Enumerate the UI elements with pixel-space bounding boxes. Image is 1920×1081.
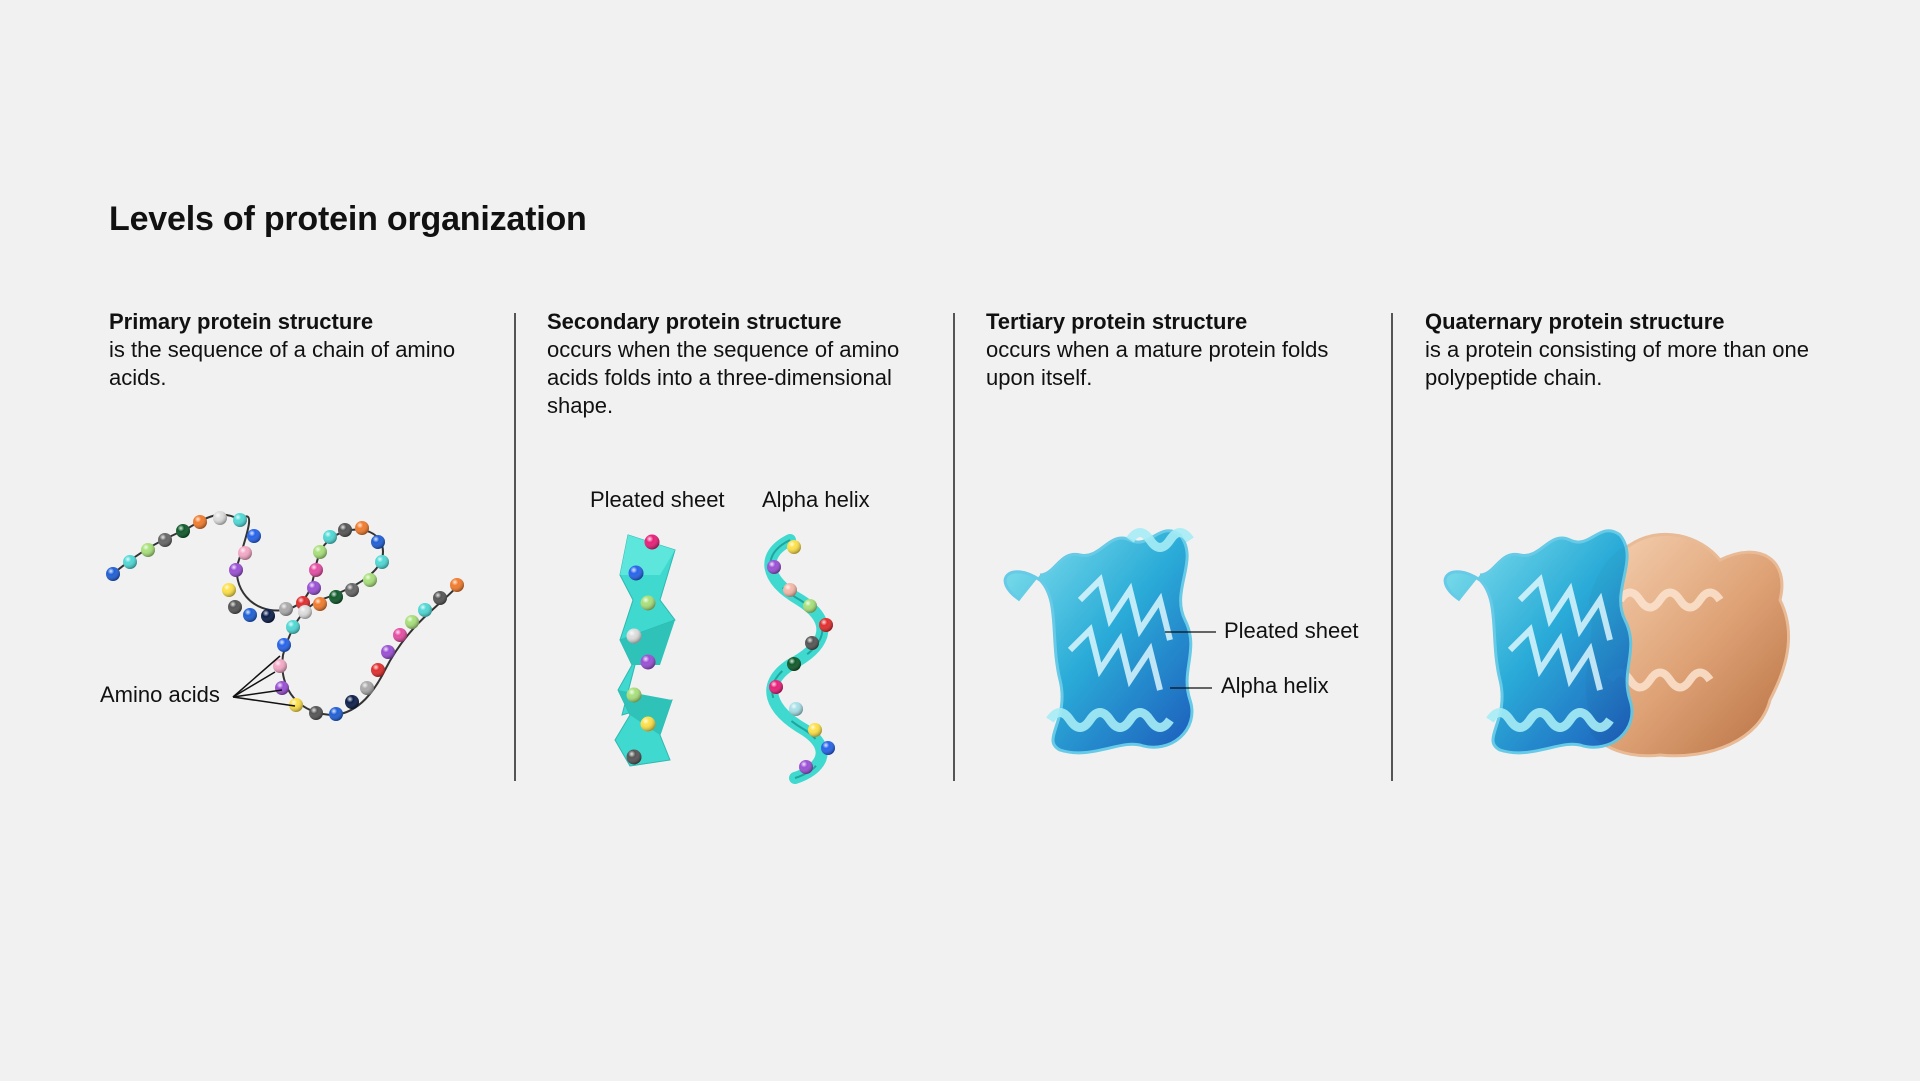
alpha-helix-label: Alpha helix (762, 487, 870, 512)
amino-acid-bead (405, 615, 419, 629)
tertiary-structure-text: Tertiary protein structure occurs when a… (986, 308, 1381, 392)
amino-acid-bead (640, 654, 656, 670)
tertiary-heading: Tertiary protein structure (986, 309, 1248, 334)
amino-acid-bead (193, 515, 207, 529)
amino-acid-bead (313, 597, 327, 611)
amino-acid-bead (309, 563, 323, 577)
amino-acid-bead (222, 583, 236, 597)
pointer-line (232, 655, 281, 698)
amino-acid-bead (360, 681, 374, 695)
amino-acid-bead (805, 636, 819, 650)
amino-acid-bead (286, 620, 300, 634)
amino-acid-bead (141, 543, 155, 557)
amino-acid-bead (787, 540, 801, 554)
column-divider (514, 313, 516, 781)
amino-acid-bead (371, 663, 385, 677)
amino-acid-bead (371, 535, 385, 549)
quaternary-structure-diagram (1443, 529, 1790, 758)
amino-acid-bead (769, 680, 783, 694)
amino-acid-bead (626, 687, 642, 703)
amino-acid-bead (819, 618, 833, 632)
pointer-line (232, 671, 276, 698)
amino-acid-bead (418, 603, 432, 617)
quaternary-heading: Quaternary protein structure (1425, 309, 1725, 334)
amino-acid-bead (273, 659, 287, 673)
amino-acid-bead (789, 702, 803, 716)
secondary-structure-text: Secondary protein structure occurs when … (547, 308, 942, 420)
amino-acid-bead (243, 608, 257, 622)
amino-acid-bead (767, 560, 781, 574)
amino-acid-bead (363, 573, 377, 587)
pleated-sheet-label: Pleated sheet (590, 487, 725, 512)
amino-acid-bead (238, 546, 252, 560)
amino-acid-bead (323, 530, 337, 544)
primary-description: is the sequence of a chain of amino acid… (109, 337, 456, 390)
amino-acid-bead (626, 749, 642, 765)
tertiary-alpha-helix-label: Alpha helix (1221, 673, 1329, 698)
amino-acid-bead (176, 524, 190, 538)
amino-acid-bead (799, 760, 813, 774)
pointer-line (232, 696, 296, 707)
amino-acid-bead (228, 600, 242, 614)
secondary-description: occurs when the sequence of amino acids … (547, 337, 900, 418)
amino-acid-bead (275, 681, 289, 695)
amino-acid-bead (626, 628, 642, 644)
amino-acid-bead (277, 638, 291, 652)
amino-acid-bead (787, 657, 801, 671)
amino-acid-bead (289, 698, 303, 712)
amino-acid-bead (355, 521, 369, 535)
quaternary-description: is a protein consisting of more than one… (1425, 337, 1810, 390)
pointer-line (232, 689, 283, 698)
quaternary-structure-text: Quaternary protein structure is a protei… (1425, 308, 1820, 392)
amino-acid-bead (247, 529, 261, 543)
amino-acid-bead (229, 563, 243, 577)
tertiary-structure-diagram (1003, 528, 1194, 755)
amino-acid-bead (375, 555, 389, 569)
amino-acid-bead (329, 590, 343, 604)
amino-acids-label: Amino acids (100, 682, 220, 707)
amino-acid-bead (345, 583, 359, 597)
pleated-sheet-diagram (614, 534, 676, 767)
amino-acid-bead (313, 545, 327, 559)
amino-acid-bead (307, 581, 321, 595)
amino-acid-bead (261, 609, 275, 623)
amino-acid-bead (338, 523, 352, 537)
amino-acid-bead (808, 723, 822, 737)
amino-acid-bead (640, 716, 656, 732)
amino-acid-bead (433, 591, 447, 605)
primary-heading: Primary protein structure (109, 309, 374, 334)
tertiary-description: occurs when a mature protein folds upon … (986, 337, 1329, 390)
amino-acid-bead (628, 565, 644, 581)
amino-acid-bead (123, 555, 137, 569)
amino-acid-bead (233, 513, 247, 527)
amino-acid-bead (345, 695, 359, 709)
amino-acid-bead (213, 511, 227, 525)
amino-acid-bead (393, 628, 407, 642)
amino-acid-bead (329, 707, 343, 721)
column-divider (953, 313, 955, 781)
amino-acid-bead (298, 605, 312, 619)
primary-structure-text: Primary protein structure is the sequenc… (109, 308, 504, 392)
amino-acid-bead (158, 533, 172, 547)
amino-acid-bead (106, 567, 120, 581)
column-divider (1391, 313, 1393, 781)
amino-acid-bead (640, 595, 656, 611)
page-title: Levels of protein organization (109, 200, 587, 238)
amino-acid-bead (783, 583, 797, 597)
amino-acid-bead (644, 534, 660, 550)
secondary-heading: Secondary protein structure (547, 309, 842, 334)
amino-acid-bead (803, 599, 817, 613)
alpha-helix-diagram (764, 534, 835, 784)
amino-acid-bead (309, 706, 323, 720)
amino-acid-bead (821, 741, 835, 755)
amino-acid-chain (106, 511, 464, 721)
amino-acid-bead (381, 645, 395, 659)
amino-acid-bead (279, 602, 293, 616)
tertiary-pleated-sheet-label: Pleated sheet (1224, 618, 1359, 643)
amino-acid-bead (450, 578, 464, 592)
